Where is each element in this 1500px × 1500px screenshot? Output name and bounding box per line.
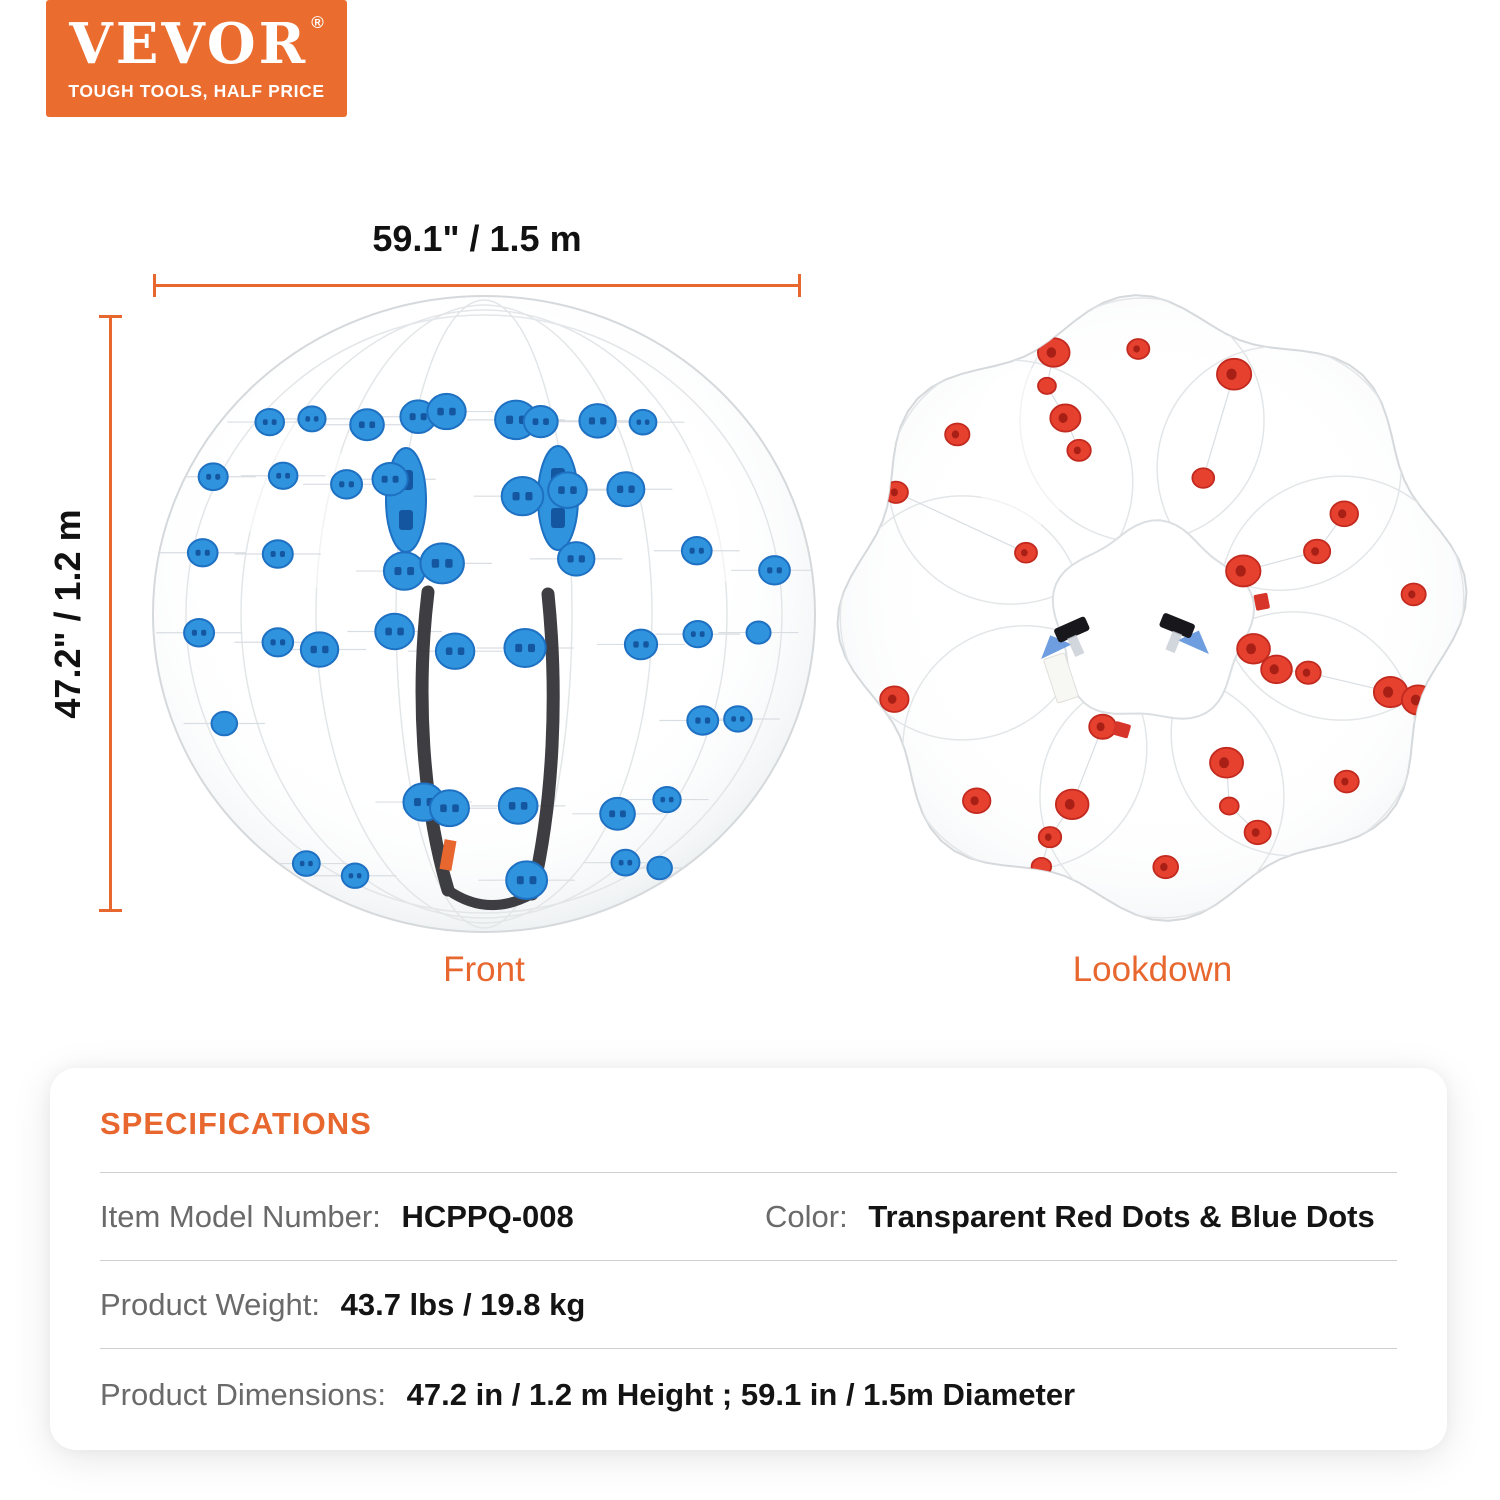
logo-wordmark: VEVOR ® <box>69 10 324 77</box>
logo-text: VEVOR <box>69 10 309 77</box>
spec-value: HCPPQ-008 <box>401 1198 574 1234</box>
dimension-tick <box>798 274 801 297</box>
spec-label: Product Weight: <box>100 1286 320 1322</box>
spec-label: Color: <box>765 1198 848 1234</box>
ball-body <box>152 295 816 933</box>
width-dimension-annotation: 59.1" / 1.5 m <box>153 218 801 297</box>
divider <box>100 1348 1397 1349</box>
front-ball-image <box>152 295 816 933</box>
registered-trademark-icon: ® <box>311 12 324 32</box>
strap-logo-tag <box>439 839 457 871</box>
dimension-tick <box>99 909 122 912</box>
width-dimension-label: 59.1" / 1.5 m <box>372 218 582 259</box>
spec-label: Item Model Number: <box>100 1198 381 1234</box>
specifications-title: SPECIFICATIONS <box>100 1106 372 1141</box>
inner-handles <box>1041 613 1209 704</box>
specifications-card: SPECIFICATIONS Item Model Number: HCPPQ-… <box>50 1068 1447 1450</box>
inner-white-tag <box>1043 652 1079 704</box>
height-dimension-label: 47.2" / 1.2 m <box>47 508 88 719</box>
spec-row-dimensions: Product Dimensions: 47.2 in / 1.2 m Heig… <box>100 1349 1397 1449</box>
spec-value: 43.7 lbs / 19.8 kg <box>340 1286 586 1322</box>
spec-item-dimensions: Product Dimensions: 47.2 in / 1.2 m Heig… <box>100 1377 1397 1413</box>
spec-item-color: Color: Transparent Red Dots & Blue Dots <box>765 1199 1397 1235</box>
dimension-bar <box>109 315 112 912</box>
front-view-label: Front <box>443 950 525 989</box>
spec-item-model: Item Model Number: HCPPQ-008 <box>100 1199 765 1235</box>
spec-label: Product Dimensions: <box>100 1377 387 1412</box>
red-dots <box>879 337 1436 880</box>
spec-row-weight: Product Weight: 43.7 lbs / 19.8 kg <box>100 1261 1397 1348</box>
blue-dots <box>183 392 791 900</box>
lookdown-ball-image <box>836 294 1468 922</box>
spec-row-model-color: Item Model Number: HCPPQ-008 Color: Tran… <box>100 1173 1397 1260</box>
dimension-bar <box>153 284 801 287</box>
spec-value: Transparent Red Dots & Blue Dots <box>868 1198 1375 1234</box>
spec-value: 47.2 in / 1.2 m Height ; 59.1 in / 1.5m … <box>406 1377 1076 1412</box>
divider <box>100 1172 1397 1173</box>
center-opening <box>1051 519 1256 720</box>
logo-tagline: TOUGH TOOLS, HALF PRICE <box>68 80 325 101</box>
spec-item-weight: Product Weight: 43.7 lbs / 19.8 kg <box>100 1287 1397 1323</box>
width-dimension-line <box>153 274 801 297</box>
divider <box>100 1260 1397 1261</box>
vevor-logo: VEVOR ® TOUGH TOOLS, HALF PRICE <box>46 0 347 117</box>
height-dimension-annotation: 47.2" / 1.2 m <box>47 315 122 912</box>
lookdown-view-label: Lookdown <box>1072 950 1233 989</box>
